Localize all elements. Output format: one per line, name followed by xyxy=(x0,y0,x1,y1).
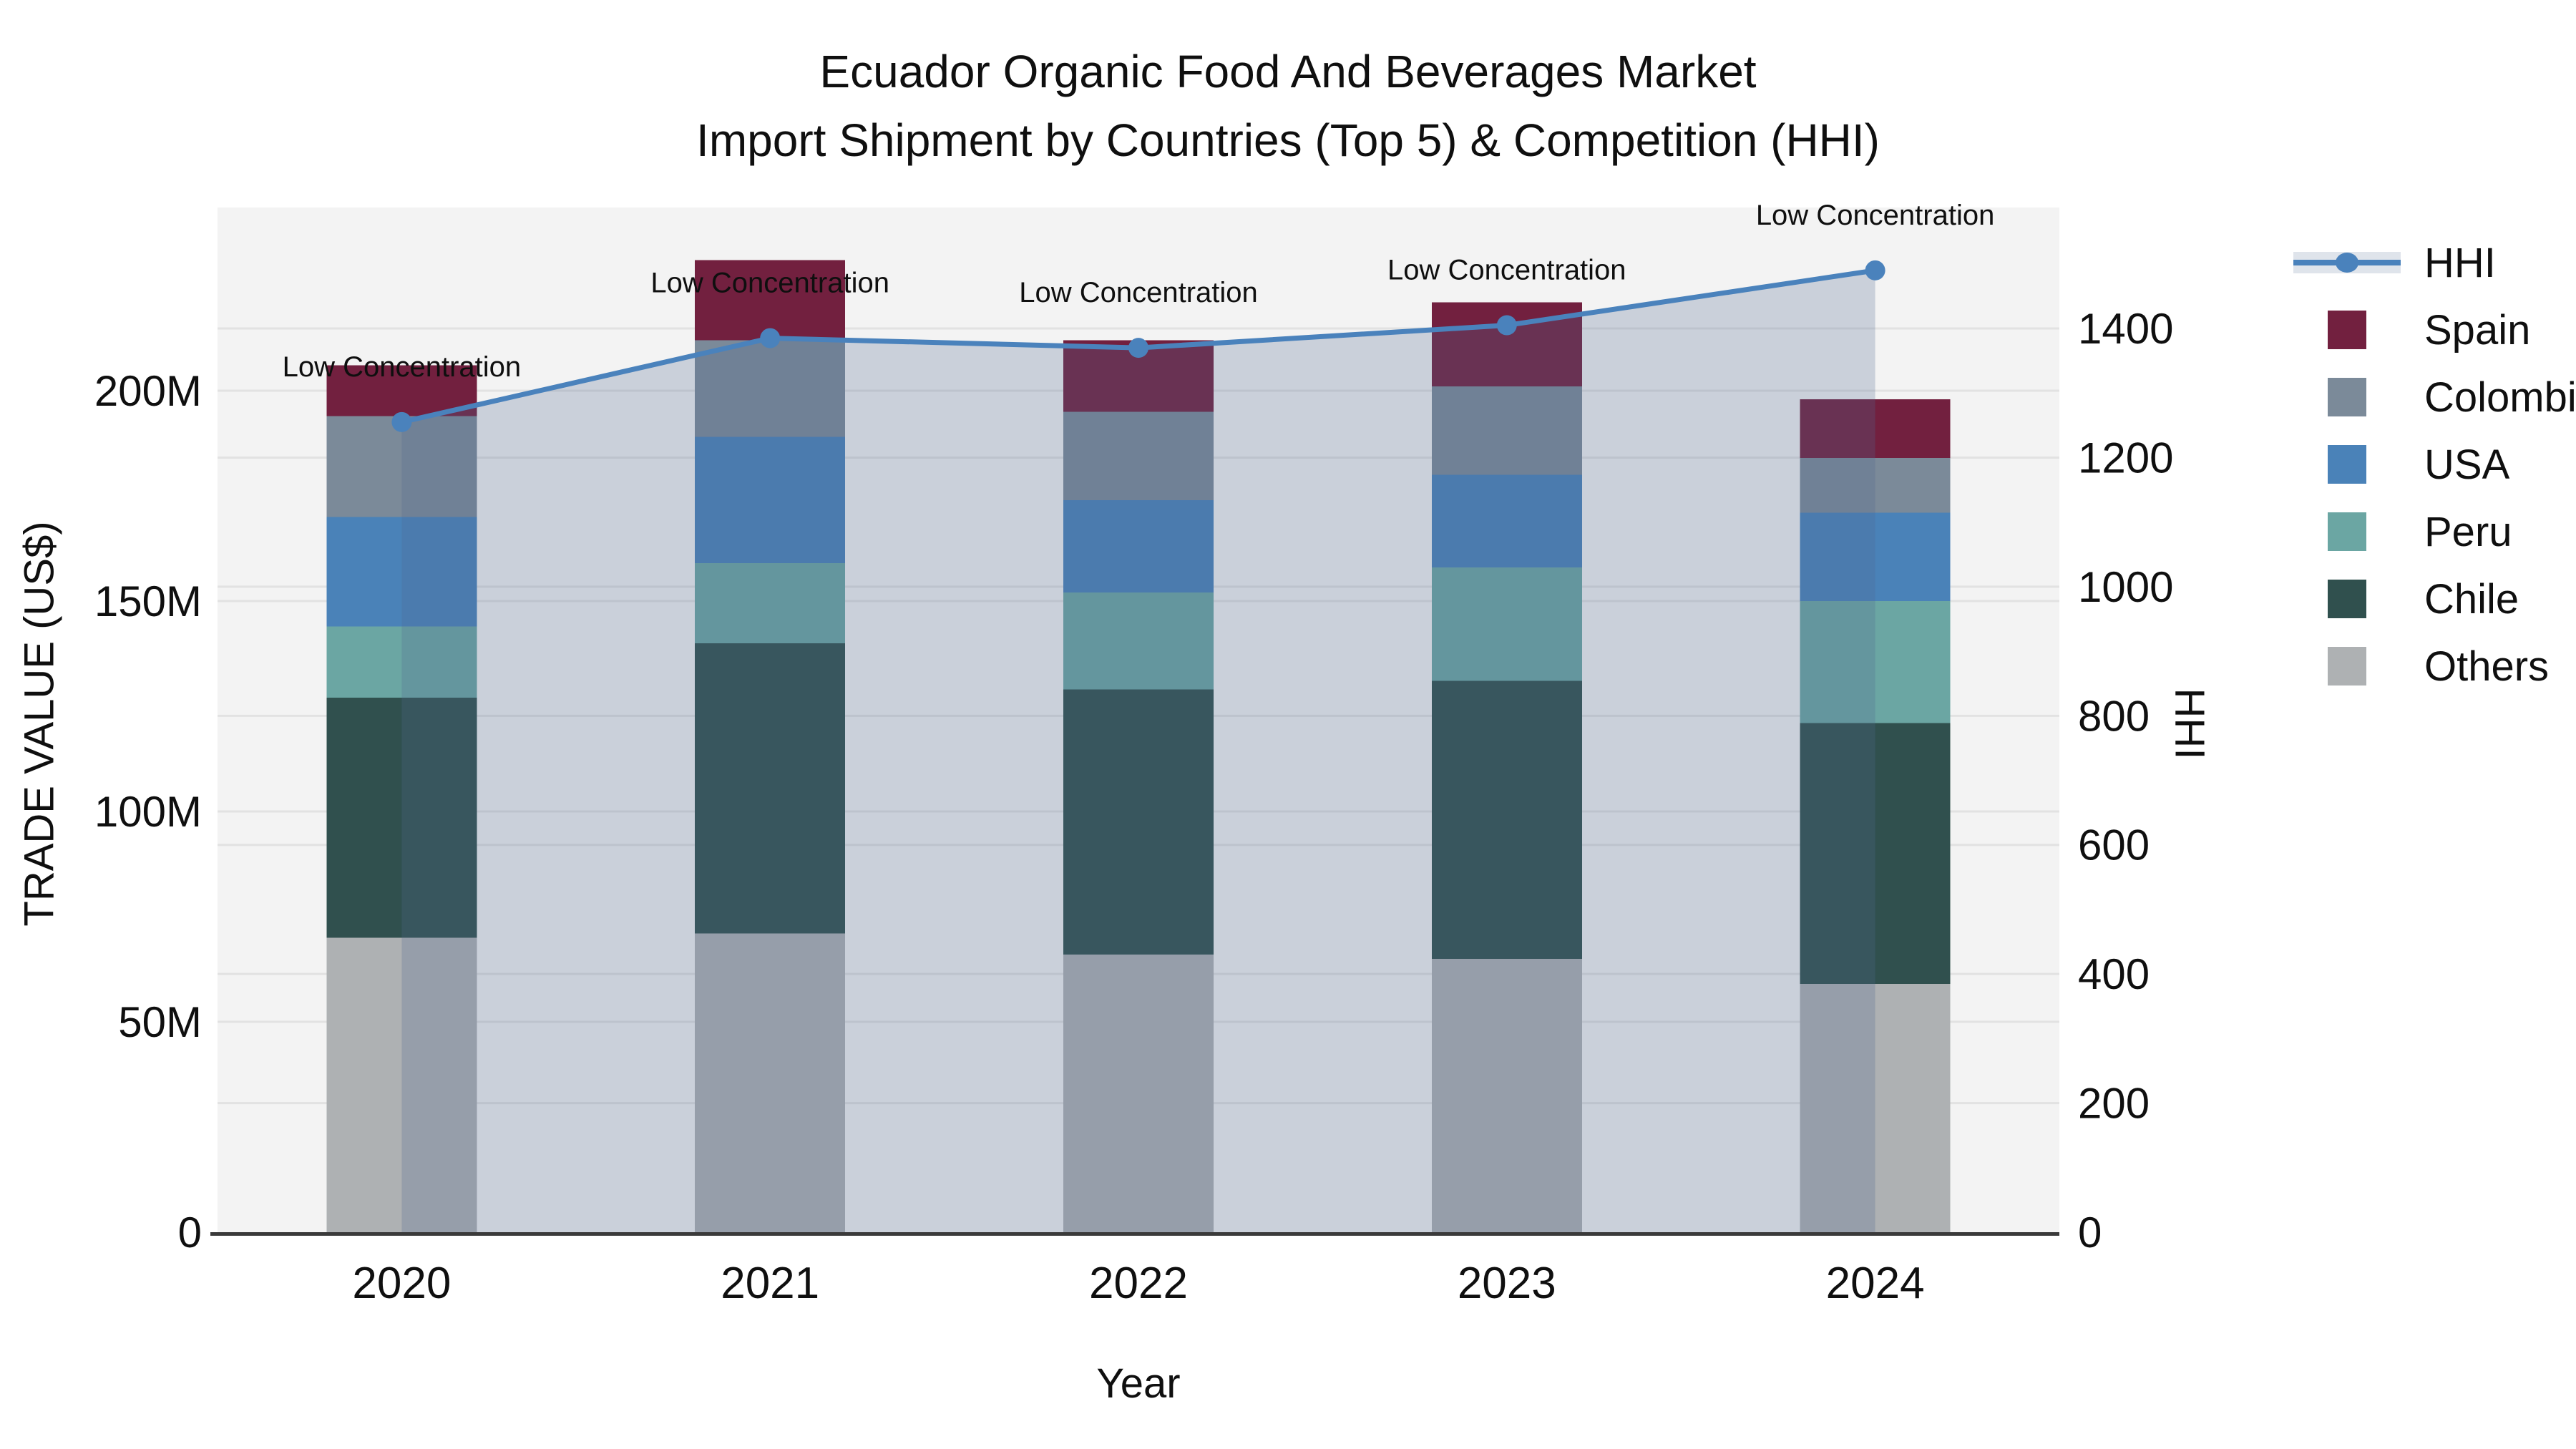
bar-segment-peru-2020[interactable] xyxy=(326,626,477,698)
color-swatch-icon xyxy=(2328,647,2366,686)
annotation-low-concentration-2024: Low Concentration xyxy=(1756,200,1995,231)
color-swatch-icon xyxy=(2328,512,2366,551)
color-swatch-icon xyxy=(2328,311,2366,349)
y-axis-tick-label-left-0: 0 xyxy=(178,1209,202,1257)
hhi-marker-icon xyxy=(2336,253,2358,273)
bar-segment-colombia-2020[interactable] xyxy=(326,416,477,517)
legend-item-others[interactable]: Others xyxy=(2290,633,2576,700)
legend-label-chile: Chile xyxy=(2424,575,2519,623)
annotation-low-concentration-2023: Low Concentration xyxy=(1387,255,1626,286)
legend-swatch-colombia xyxy=(2290,378,2404,416)
bar-segment-others-2023[interactable] xyxy=(1431,958,1582,1232)
bar-segment-chile-2022[interactable] xyxy=(1063,689,1214,955)
color-swatch-icon xyxy=(2328,445,2366,484)
y-axis-tick-label-right-800: 800 xyxy=(2078,692,2150,740)
y-axis-tick-label-right-1400: 1400 xyxy=(2078,305,2173,353)
x-axis-line xyxy=(210,1232,2059,1236)
legend-label-colombia: Colombia xyxy=(2424,374,2576,421)
legend-swatch-usa xyxy=(2290,445,2404,484)
hhi-band-icon xyxy=(2293,252,2401,273)
bar-segment-chile-2020[interactable] xyxy=(326,698,477,938)
bar-segment-peru-2023[interactable] xyxy=(1431,567,1582,681)
color-swatch-icon xyxy=(2328,580,2366,618)
legend-item-chile[interactable]: Chile xyxy=(2290,565,2576,633)
legend-item-colombia[interactable]: Colombia xyxy=(2290,364,2576,431)
hhi-marker-2021[interactable] xyxy=(760,328,781,348)
bar-segment-others-2024[interactable] xyxy=(1800,984,1951,1232)
bar-segment-peru-2022[interactable] xyxy=(1063,592,1214,690)
bar-segment-others-2022[interactable] xyxy=(1063,954,1214,1232)
chart-title: Ecuador Organic Food And Beverages Marke… xyxy=(0,37,2576,175)
bar-segment-colombia-2023[interactable] xyxy=(1431,386,1582,475)
x-axis-tick-label-2021: 2021 xyxy=(721,1259,819,1308)
hhi-area-fill xyxy=(401,270,1875,1233)
bar-segment-peru-2024[interactable] xyxy=(1800,601,1951,723)
y-axis-tick-label-right-600: 600 xyxy=(2078,821,2150,869)
bar-segment-spain-2020[interactable] xyxy=(326,365,477,416)
y-axis-tick-label-right-0: 0 xyxy=(2078,1209,2102,1257)
y-axis-tick-label-right-1000: 1000 xyxy=(2078,563,2173,611)
legend: HHI Spain Colombia USA Peru Chile Others xyxy=(2290,229,2576,700)
x-axis-title: Year xyxy=(1096,1360,1181,1407)
color-swatch-icon xyxy=(2328,378,2366,416)
bar-segment-usa-2020[interactable] xyxy=(326,517,477,627)
y-axis-tick-label-right-1200: 1200 xyxy=(2078,434,2173,482)
y-axis-tick-label-right-400: 400 xyxy=(2078,950,2150,998)
bar-segment-usa-2024[interactable] xyxy=(1800,512,1951,601)
bar-segment-usa-2023[interactable] xyxy=(1431,474,1582,567)
x-axis-tick-label-2023: 2023 xyxy=(1458,1259,1556,1308)
legend-swatch-others xyxy=(2290,647,2404,686)
hhi-marker-2023[interactable] xyxy=(1496,315,1517,336)
x-axis-tick-label-2020: 2020 xyxy=(352,1259,451,1308)
bar-segment-others-2021[interactable] xyxy=(695,933,846,1232)
bar-segment-colombia-2024[interactable] xyxy=(1800,458,1951,513)
hhi-marker-2020[interactable] xyxy=(391,411,412,432)
bar-segment-colombia-2022[interactable] xyxy=(1063,411,1214,500)
legend-label-others: Others xyxy=(2424,643,2550,690)
annotation-low-concentration-2020: Low Concentration xyxy=(283,351,522,383)
bar-segment-chile-2021[interactable] xyxy=(695,643,846,934)
legend-item-usa[interactable]: USA xyxy=(2290,431,2576,498)
legend-label-usa: USA xyxy=(2424,441,2510,488)
legend-label-peru: Peru xyxy=(2424,508,2512,555)
bar-segment-chile-2023[interactable] xyxy=(1431,680,1582,959)
legend-swatch-spain xyxy=(2290,311,2404,349)
annotation-low-concentration-2021: Low Concentration xyxy=(650,268,889,299)
bar-segment-peru-2021[interactable] xyxy=(695,563,846,643)
y-axis-tick-label-left-200M: 200M xyxy=(94,367,202,415)
hhi-line-icon xyxy=(2290,252,2404,273)
hhi-marker-2022[interactable] xyxy=(1128,338,1148,358)
bar-segment-spain-2021[interactable] xyxy=(695,260,846,341)
bar-segment-usa-2021[interactable] xyxy=(695,436,846,564)
legend-item-hhi[interactable]: HHI xyxy=(2290,229,2576,296)
legend-item-peru[interactable]: Peru xyxy=(2290,498,2576,565)
legend-label-spain: Spain xyxy=(2424,306,2531,353)
x-axis-tick-label-2024: 2024 xyxy=(1826,1259,1925,1308)
legend-swatch-chile xyxy=(2290,580,2404,618)
y-axis-tick-label-left-50M: 50M xyxy=(118,998,202,1046)
y-axis-tick-label-right-200: 200 xyxy=(2078,1080,2150,1128)
legend-label-hhi: HHI xyxy=(2424,239,2496,286)
x-axis-tick-label-2022: 2022 xyxy=(1089,1259,1188,1308)
bar-segment-spain-2024[interactable] xyxy=(1800,399,1951,459)
bar-segment-usa-2022[interactable] xyxy=(1063,499,1214,593)
bar-segment-colombia-2021[interactable] xyxy=(695,340,846,437)
legend-swatch-peru xyxy=(2290,512,2404,551)
bar-segment-others-2020[interactable] xyxy=(326,937,477,1232)
hhi-marker-2024[interactable] xyxy=(1865,260,1885,280)
y-axis-tick-label-left-100M: 100M xyxy=(94,788,202,836)
bar-segment-chile-2024[interactable] xyxy=(1800,723,1951,985)
legend-item-spain[interactable]: Spain xyxy=(2290,296,2576,364)
chart-title-line2: Import Shipment by Countries (Top 5) & C… xyxy=(696,114,1880,166)
y-axis-tick-label-left-150M: 150M xyxy=(94,577,202,625)
annotation-low-concentration-2022: Low Concentration xyxy=(1019,277,1258,308)
chart-title-line1: Ecuador Organic Food And Beverages Marke… xyxy=(819,46,1757,97)
